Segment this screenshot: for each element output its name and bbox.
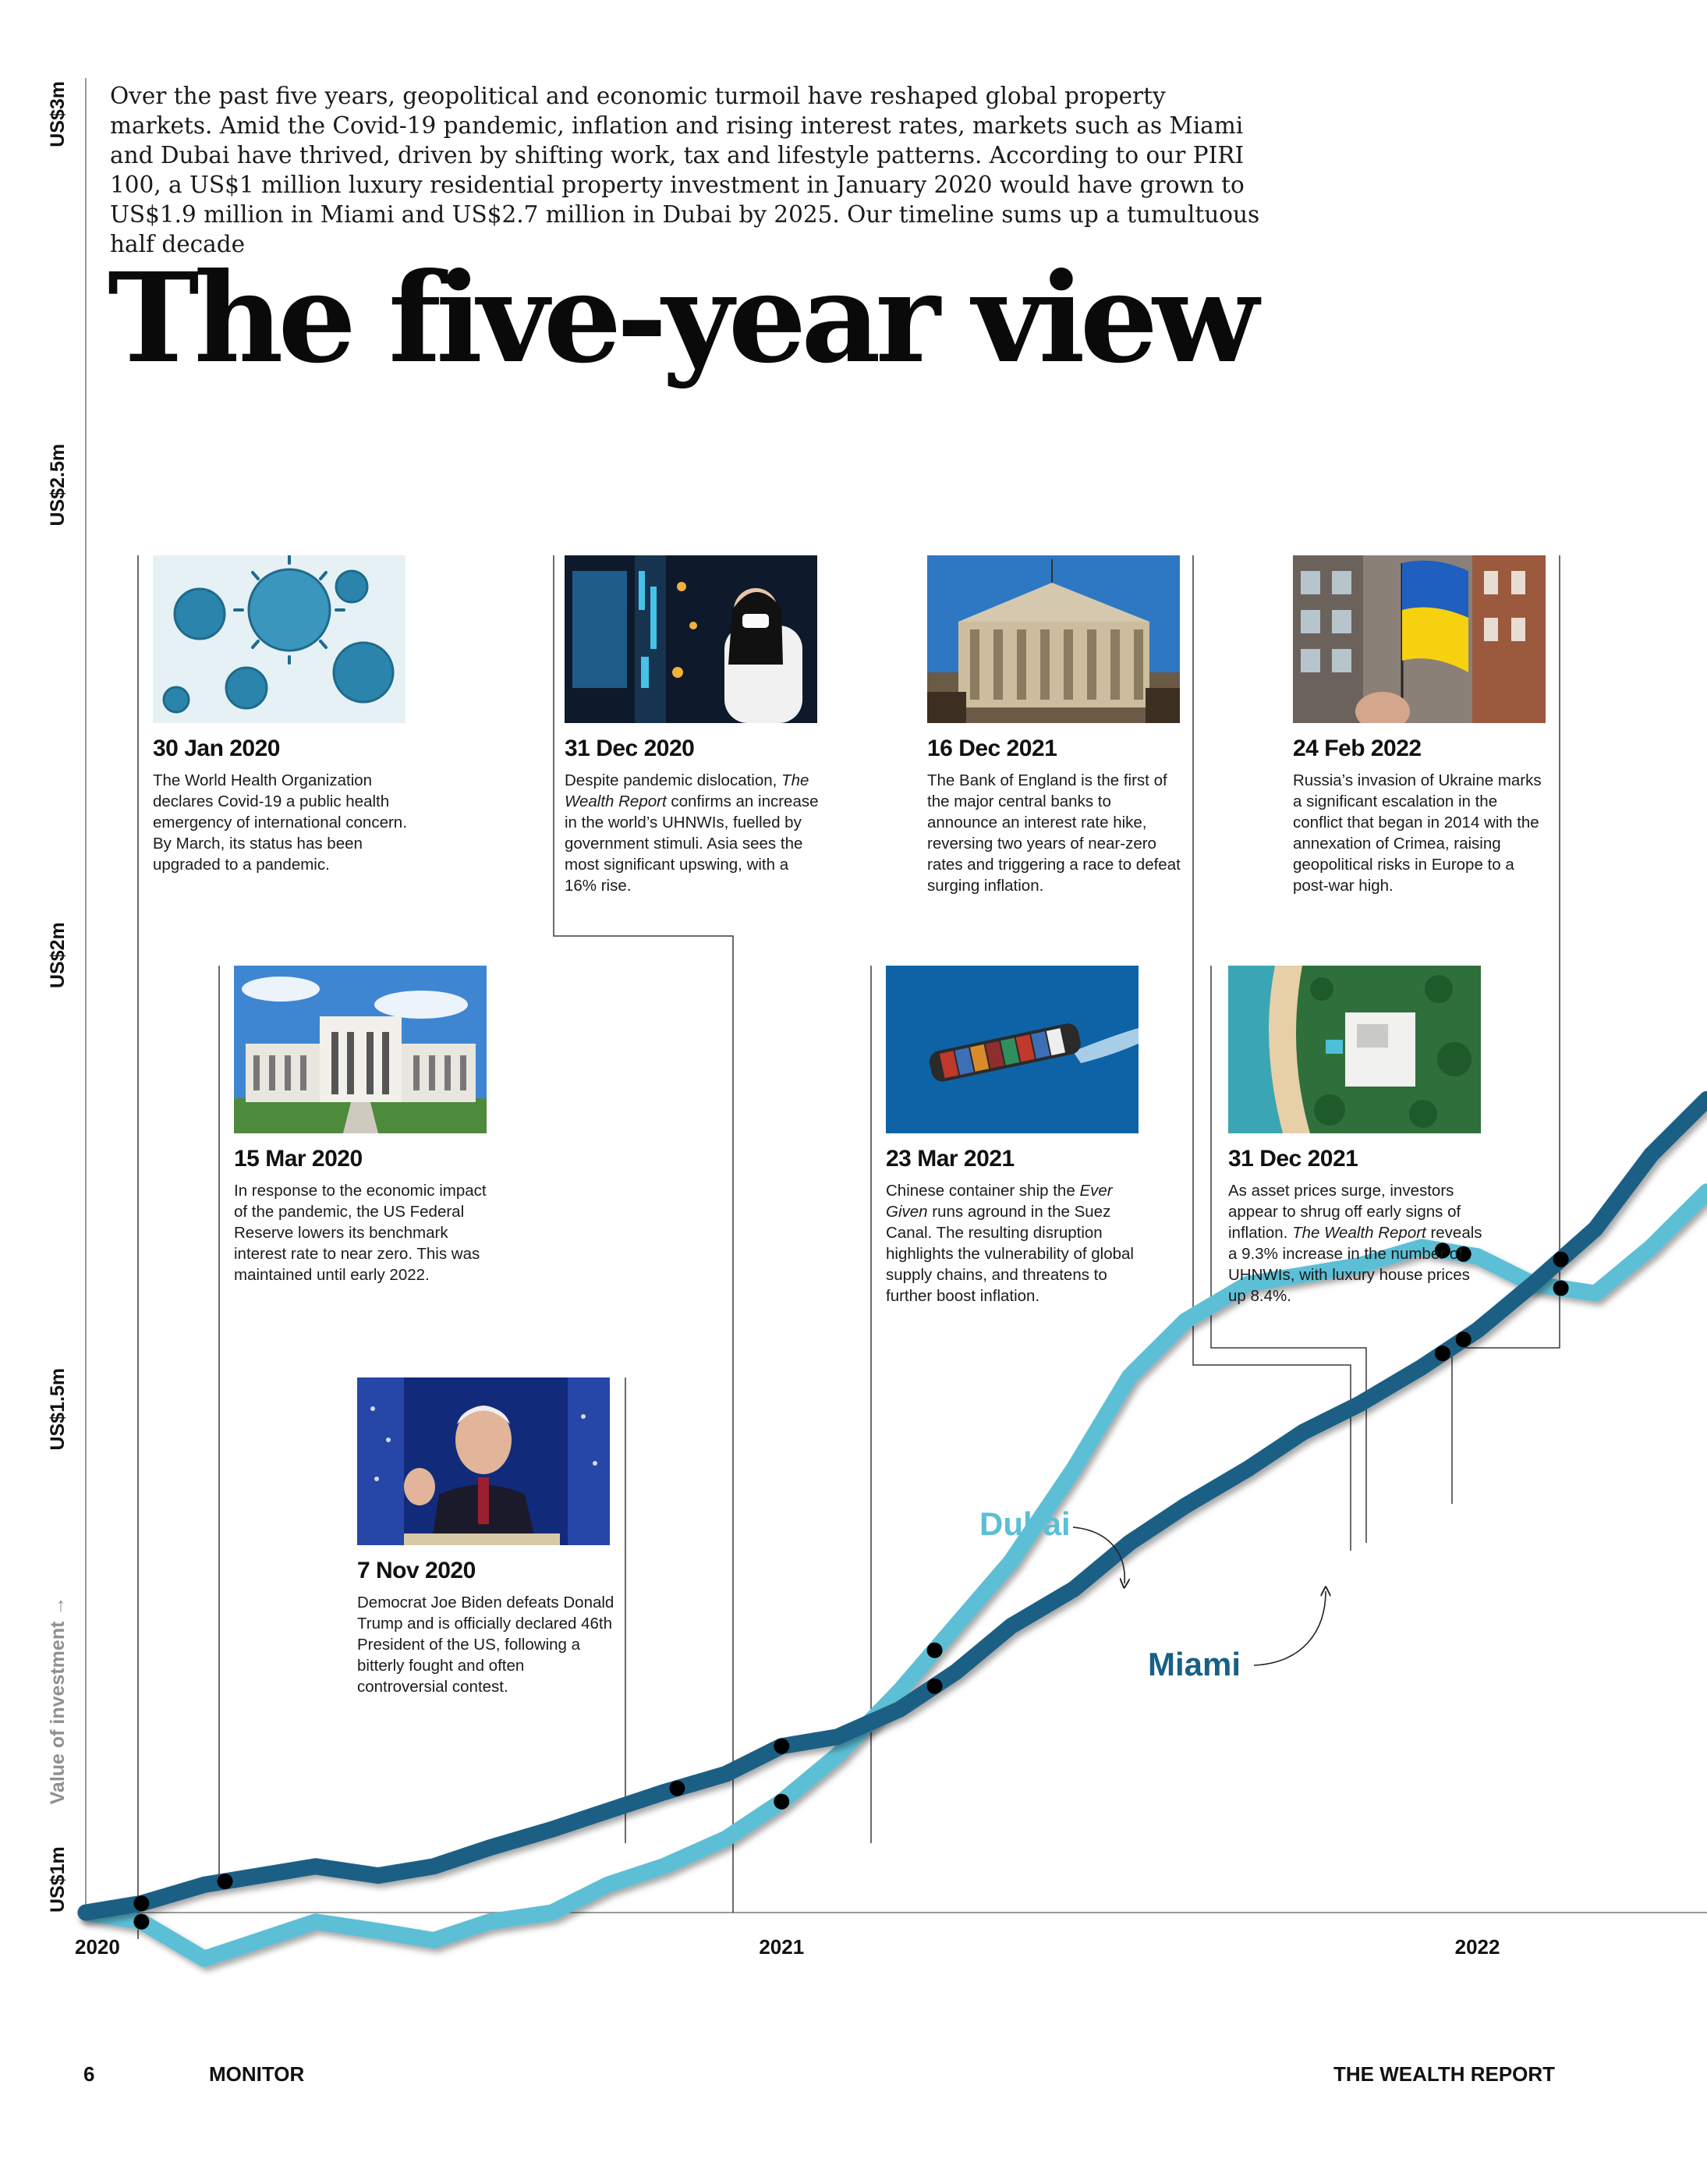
event-date: 31 Dec 2020	[565, 736, 695, 761]
photo-container-ship	[886, 966, 1139, 1133]
event-card-23mar2021: 23 Mar 2021 Chinese container ship the E…	[886, 966, 1143, 1306]
event-marker	[669, 1780, 685, 1796]
event-marker	[1553, 1280, 1569, 1296]
event-marker	[774, 1793, 790, 1810]
photo-bank-of-england	[927, 555, 1180, 723]
event-marker	[217, 1874, 233, 1889]
event-marker	[926, 1642, 943, 1658]
x-tick-label: 2021	[759, 1935, 804, 1959]
photo-federal-reserve	[234, 966, 487, 1133]
section-name: MONITOR	[209, 2062, 305, 2086]
intro-paragraph: Over the past five years, geopolitical a…	[110, 83, 1260, 257]
y-tick-label: US$2.5m	[47, 444, 69, 526]
y-tick-label: US$1m	[47, 1846, 69, 1913]
event-description: Democrat Joe Biden defeats Donald Trump …	[357, 1594, 614, 1696]
page-number: 6	[83, 2062, 95, 2086]
event-date: 16 Dec 2021	[927, 736, 1057, 761]
event-description: Chinese container ship the Ever Given ru…	[886, 1182, 1134, 1305]
connector-31dec2020	[553, 555, 734, 1913]
x-tick-label: 2022	[1455, 1935, 1500, 1959]
event-date: 24 Feb 2022	[1293, 736, 1422, 761]
connector-16dec2021	[1192, 555, 1351, 1551]
event-date: 23 Mar 2021	[886, 1146, 1015, 1172]
x-tick-label: 2020	[75, 1935, 120, 1959]
event-marker	[1455, 1246, 1471, 1262]
event-description: In response to the economic impact of th…	[234, 1182, 487, 1284]
photo-coronavirus	[153, 555, 406, 723]
y-axis-label: Value of investment →	[47, 1597, 69, 1805]
event-card-16dec2021: 16 Dec 2021 The Bank of England is the f…	[927, 555, 1185, 896]
event-description: The World Health Organization declares C…	[153, 771, 407, 874]
event-description: Russia’s invasion of Ukraine marks a sig…	[1293, 771, 1542, 895]
photo-trader-screens	[565, 555, 817, 723]
connector-24feb2022	[1451, 555, 1560, 1504]
event-card-30jan2020: 30 Jan 2020 The World Health Organizatio…	[153, 555, 410, 875]
event-marker	[1434, 1346, 1450, 1362]
event-card-24feb2022: 24 Feb 2022 Russia’s invasion of Ukraine…	[1293, 555, 1550, 896]
headline: The five-year view	[108, 246, 1259, 391]
event-card-15mar2020: 15 Mar 2020 In response to the economic …	[234, 966, 491, 1285]
event-date: 30 Jan 2020	[153, 736, 280, 761]
series-line-dubai	[77, 1183, 1707, 1967]
miami-series-label: Miami	[1148, 1646, 1241, 1682]
event-card-31dec2021: 31 Dec 2021 As asset prices surge, inves…	[1228, 966, 1486, 1306]
event-date: 31 Dec 2021	[1228, 1146, 1358, 1172]
y-tick-label: US$2m	[47, 922, 69, 988]
photo-ukraine-flag	[1293, 555, 1546, 723]
event-description: As asset prices surge, investors appear …	[1228, 1182, 1482, 1305]
event-marker	[1455, 1331, 1471, 1348]
event-marker	[1434, 1243, 1450, 1259]
event-card-31dec2020: 31 Dec 2020 Despite pandemic dislocation…	[565, 555, 822, 896]
event-description: Despite pandemic dislocation, The Wealth…	[565, 771, 819, 895]
event-marker	[1553, 1251, 1569, 1268]
photo-coastal-mansion	[1228, 966, 1481, 1133]
y-tick-label: US$3m	[47, 81, 69, 147]
event-marker	[926, 1678, 943, 1694]
event-description: The Bank of England is the first of the …	[927, 771, 1181, 895]
connector-31dec2021	[1210, 966, 1367, 1543]
dubai-label-arrow	[1072, 1526, 1124, 1583]
event-marker	[774, 1738, 790, 1754]
photo-biden-speech	[357, 1377, 610, 1545]
event-date: 7 Nov 2020	[357, 1558, 476, 1583]
dubai-series-label: Dubai	[979, 1505, 1071, 1542]
event-marker	[133, 1895, 150, 1912]
event-card-7nov2020: 7 Nov 2020 Democrat Joe Biden defeats Do…	[357, 1377, 614, 1697]
event-date: 15 Mar 2020	[234, 1146, 363, 1172]
miami-label-arrow	[1253, 1591, 1326, 1666]
publication-name: THE WEALTH REPORT	[1333, 2062, 1556, 2086]
y-tick-label: US$1.5m	[47, 1368, 69, 1451]
event-marker	[133, 1913, 150, 1930]
